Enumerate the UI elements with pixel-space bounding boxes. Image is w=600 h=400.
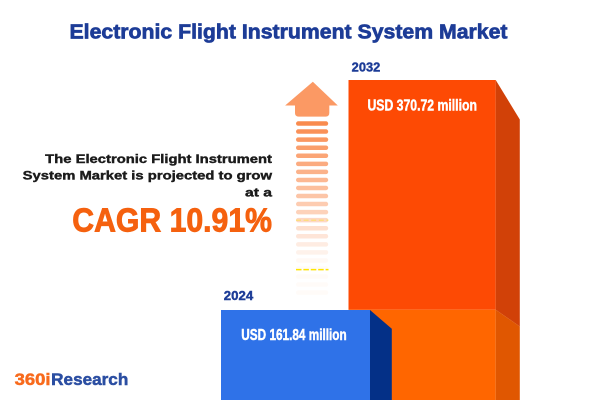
svg-text:360i: 360i	[15, 371, 51, 389]
svg-text:CAGR 10.91%: CAGR 10.91%	[72, 201, 272, 238]
svg-text:The Electronic Flight Instrume: The Electronic Flight Instrument	[45, 152, 272, 166]
svg-text:Electronic Flight Instrument S: Electronic Flight Instrument System Mark…	[70, 21, 508, 44]
svg-text:2024: 2024	[224, 289, 253, 303]
svg-text:at a: at a	[245, 185, 272, 199]
svg-text:Research: Research	[51, 371, 128, 389]
svg-text:USD 370.72 million: USD 370.72 million	[367, 98, 477, 115]
svg-text:2032: 2032	[352, 60, 381, 74]
svg-text:USD 161.84 million: USD 161.84 million	[241, 327, 346, 344]
svg-text:System Market is projected to: System Market is projected to grow	[23, 169, 273, 183]
